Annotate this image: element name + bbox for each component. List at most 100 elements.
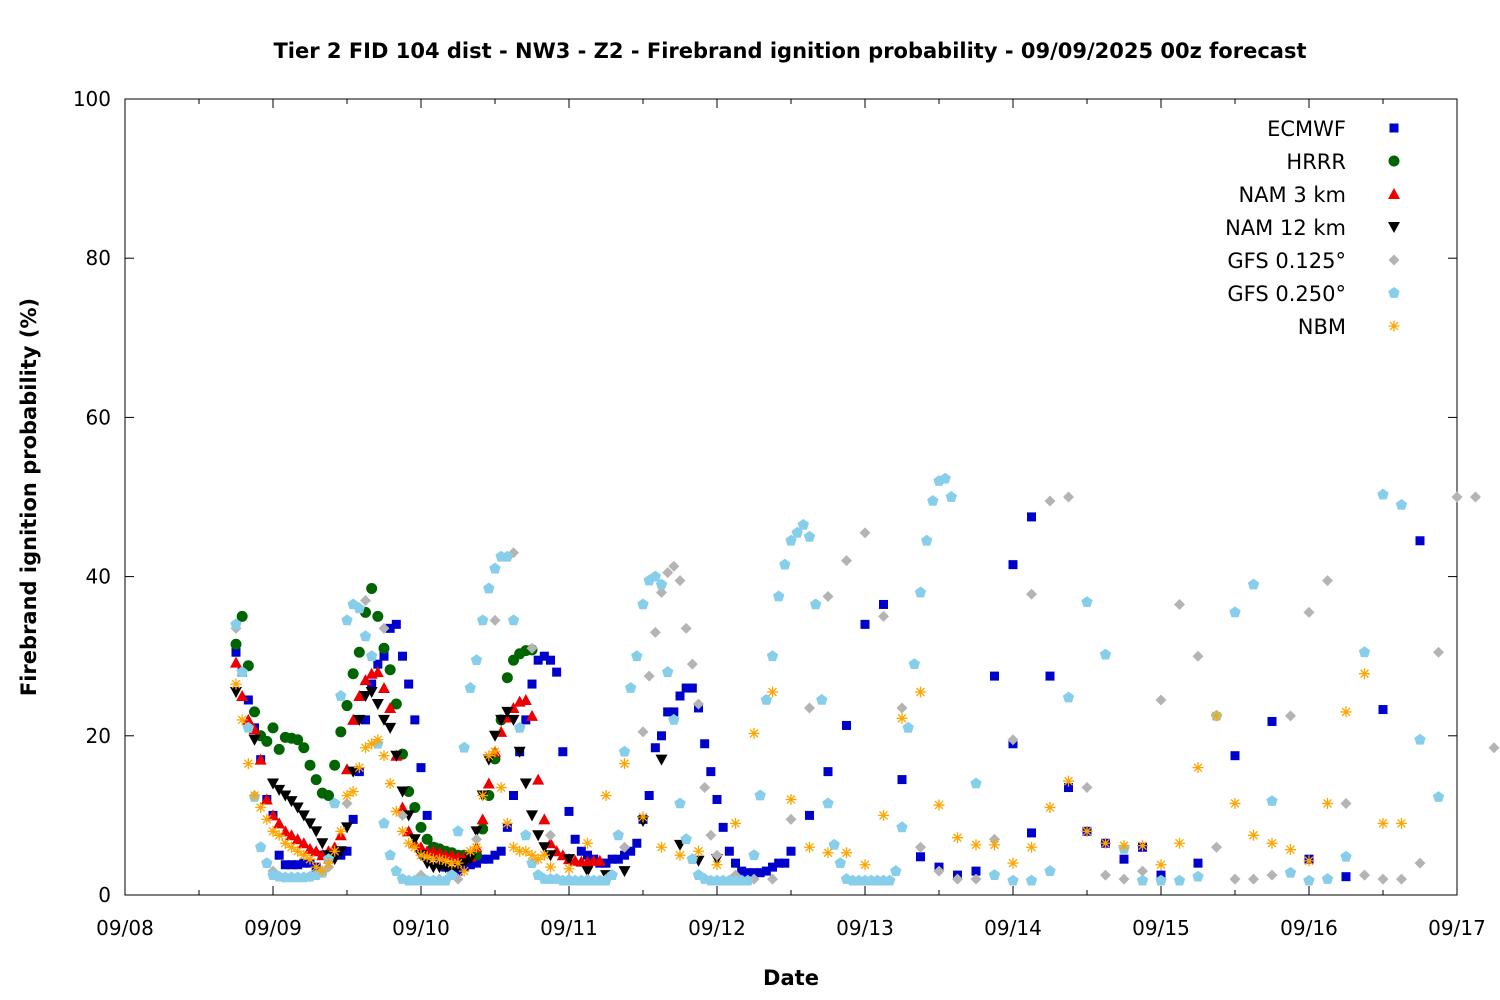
data-point <box>593 854 606 866</box>
data-point <box>378 622 390 634</box>
data-point <box>1358 646 1371 658</box>
data-point <box>1119 854 1129 864</box>
data-point <box>1100 837 1111 849</box>
data-point <box>637 811 649 823</box>
data-point <box>785 793 797 805</box>
data-point <box>231 647 241 657</box>
data-point <box>768 862 777 872</box>
data-point <box>933 865 945 877</box>
data-point <box>816 694 828 705</box>
data-point <box>347 668 359 680</box>
data-point <box>1340 797 1352 809</box>
data-point <box>1322 575 1333 587</box>
data-point <box>329 759 341 771</box>
data-point <box>675 691 685 701</box>
data-point <box>896 821 908 833</box>
data-point <box>823 767 833 777</box>
data-point <box>921 534 933 546</box>
data-point <box>304 853 316 865</box>
data-point <box>570 834 580 844</box>
data-point <box>896 712 908 724</box>
data-point <box>1174 837 1185 849</box>
data-point <box>618 866 631 878</box>
data-point <box>482 777 495 789</box>
data-point <box>1025 874 1038 886</box>
data-point <box>613 854 623 864</box>
data-point <box>359 630 372 642</box>
data-point <box>632 838 642 848</box>
data-point <box>1433 646 1444 658</box>
data-point <box>737 866 747 876</box>
data-point <box>625 682 637 693</box>
data-point <box>822 797 834 809</box>
y-tick-label: 60 <box>86 405 111 429</box>
data-point <box>384 664 396 676</box>
data-point <box>607 854 617 864</box>
data-point <box>674 797 686 809</box>
data-point <box>1193 858 1203 868</box>
data-point <box>310 826 323 838</box>
data-point <box>273 743 285 755</box>
data-point <box>310 845 323 857</box>
data-point <box>908 658 920 669</box>
data-point <box>1099 648 1112 660</box>
data-point <box>545 829 556 841</box>
series-nam-3-km <box>230 656 606 867</box>
data-point <box>730 817 741 829</box>
data-point <box>372 734 384 746</box>
data-point <box>513 746 526 758</box>
data-point <box>1155 694 1167 706</box>
data-point <box>526 849 538 861</box>
data-point <box>767 686 778 698</box>
data-point <box>563 854 575 866</box>
data-point <box>655 754 668 766</box>
data-point <box>458 865 470 877</box>
data-point <box>952 832 963 844</box>
data-point <box>564 806 574 816</box>
data-point <box>452 857 464 869</box>
data-point <box>1303 874 1315 886</box>
x-axis-label: Date <box>763 966 819 990</box>
x-tick-label: 09/11 <box>540 916 598 940</box>
data-point <box>372 610 384 622</box>
data-point <box>285 796 298 808</box>
data-point <box>743 868 753 878</box>
data-point <box>773 590 785 602</box>
data-point <box>477 823 489 835</box>
data-point <box>700 739 710 749</box>
data-point <box>748 727 760 739</box>
data-point <box>384 849 396 861</box>
data-point <box>316 838 329 850</box>
data-point <box>1340 706 1352 718</box>
data-point <box>693 698 704 710</box>
data-point <box>378 642 390 654</box>
data-point <box>464 682 476 693</box>
data-point <box>1267 716 1277 726</box>
data-point <box>563 863 575 875</box>
x-tick-label: 09/09 <box>244 916 302 940</box>
data-point <box>236 714 248 726</box>
data-point <box>501 672 513 684</box>
legend-marker <box>1388 287 1400 298</box>
data-point <box>508 841 519 853</box>
data-point <box>398 651 407 661</box>
data-point <box>896 702 908 714</box>
data-point <box>879 599 888 609</box>
data-point <box>501 550 513 562</box>
x-tick-label: 09/16 <box>1280 916 1338 940</box>
data-point <box>280 860 290 870</box>
data-point <box>933 799 945 811</box>
x-tick-label: 09/17 <box>1428 916 1486 940</box>
data-point <box>1063 491 1074 503</box>
data-point <box>261 735 273 747</box>
data-point <box>532 830 545 842</box>
data-point <box>1007 874 1019 886</box>
data-point <box>655 578 668 590</box>
data-point <box>748 849 760 861</box>
data-point <box>507 714 520 726</box>
data-point <box>1081 596 1093 607</box>
data-point <box>478 854 488 864</box>
data-point <box>1118 873 1130 885</box>
data-point <box>291 833 304 845</box>
